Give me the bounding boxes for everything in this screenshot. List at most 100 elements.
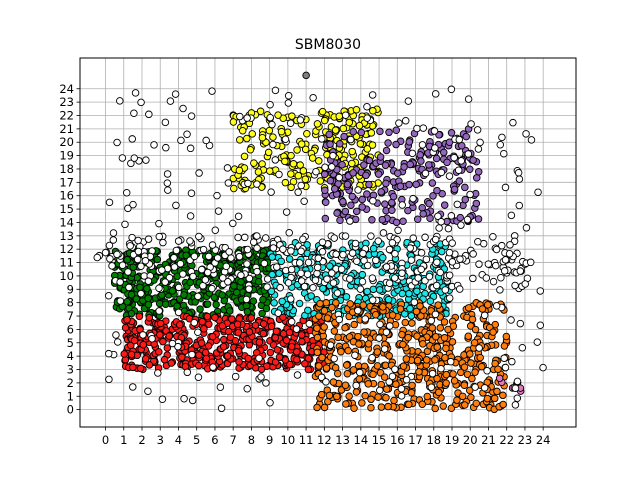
data-point — [263, 275, 272, 283]
data-point — [123, 316, 131, 324]
data-point — [218, 322, 227, 330]
data-point — [404, 97, 413, 105]
data-point — [453, 200, 462, 209]
data-point — [455, 285, 464, 293]
data-point — [447, 129, 456, 137]
data-point — [461, 183, 469, 192]
data-point — [474, 145, 483, 153]
data-point — [349, 169, 357, 177]
data-point — [460, 363, 469, 371]
data-point — [313, 263, 322, 272]
data-point — [337, 347, 345, 356]
data-point — [233, 320, 242, 329]
data-point — [396, 182, 405, 190]
data-point — [208, 241, 217, 249]
data-point — [282, 336, 291, 345]
data-point — [161, 118, 170, 127]
data-point — [516, 319, 525, 328]
data-point — [313, 269, 321, 278]
y-tick-label: 20 — [59, 135, 74, 149]
data-point — [234, 233, 242, 242]
data-point — [501, 256, 510, 264]
data-point — [285, 228, 293, 237]
x-tick-label: 12 — [317, 433, 332, 447]
data-point — [165, 273, 174, 282]
data-point — [360, 328, 368, 336]
data-point — [236, 112, 244, 121]
data-point — [318, 353, 326, 362]
data-point — [262, 304, 271, 313]
data-point — [476, 138, 484, 147]
data-point — [293, 371, 302, 379]
data-point — [443, 158, 451, 167]
data-point — [288, 112, 296, 120]
data-point — [409, 194, 417, 203]
data-point — [439, 402, 447, 410]
data-point — [495, 374, 504, 383]
data-point — [501, 363, 510, 372]
data-point — [382, 328, 391, 336]
data-point — [502, 332, 511, 341]
data-point — [440, 334, 449, 342]
data-point — [186, 144, 195, 153]
data-point — [463, 370, 472, 379]
data-point — [160, 355, 169, 364]
data-point — [379, 303, 387, 311]
data-point — [448, 258, 457, 266]
data-point — [381, 161, 390, 169]
data-point — [440, 201, 449, 209]
data-point — [536, 321, 545, 330]
data-point — [144, 235, 153, 243]
data-point — [116, 297, 125, 305]
data-point — [328, 163, 336, 171]
data-point — [268, 120, 276, 129]
y-tick-label: 0 — [67, 403, 74, 417]
data-point — [204, 342, 213, 350]
data-point — [450, 376, 459, 385]
data-point — [472, 399, 481, 408]
data-point — [236, 136, 244, 144]
data-point — [492, 302, 501, 310]
data-point — [341, 323, 349, 332]
data-point — [427, 383, 436, 392]
data-point — [287, 265, 296, 274]
data-point — [190, 318, 199, 327]
data-point — [382, 394, 390, 402]
data-point — [153, 255, 162, 264]
x-tick-label: 22 — [499, 433, 514, 447]
data-point — [145, 110, 153, 119]
data-point — [373, 348, 382, 356]
data-point — [375, 334, 383, 342]
data-point — [235, 252, 244, 261]
data-point — [413, 215, 422, 224]
data-point — [279, 245, 287, 253]
data-point — [466, 165, 474, 174]
data-point — [154, 369, 162, 377]
data-point — [385, 279, 394, 288]
data-point — [431, 356, 439, 364]
data-point — [144, 387, 152, 395]
data-point — [303, 130, 311, 138]
data-point — [489, 328, 497, 336]
data-point — [506, 241, 514, 249]
data-point — [177, 136, 185, 145]
data-point — [329, 378, 338, 386]
data-point — [301, 175, 310, 183]
data-point — [338, 160, 346, 169]
data-point — [430, 127, 439, 135]
data-point — [195, 361, 203, 370]
data-point — [358, 270, 367, 279]
data-point — [180, 395, 188, 403]
data-point — [410, 298, 419, 306]
data-point — [353, 257, 361, 266]
data-point — [406, 160, 414, 169]
data-point — [369, 370, 377, 379]
data-point — [144, 277, 153, 285]
data-point — [401, 117, 410, 125]
data-point — [388, 239, 397, 247]
data-point — [476, 353, 484, 362]
data-point — [201, 276, 210, 284]
data-point — [286, 360, 294, 369]
data-point — [158, 291, 166, 299]
data-point — [369, 197, 377, 205]
